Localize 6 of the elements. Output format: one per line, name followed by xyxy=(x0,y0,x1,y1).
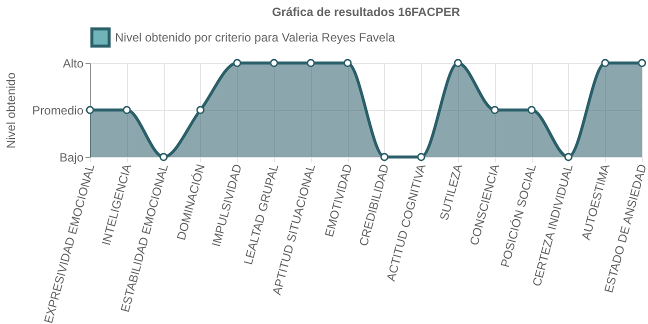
y-axis-title: Nivel obtenido xyxy=(4,72,18,149)
category-label: Promedio xyxy=(32,104,84,118)
chart-title: Gráfica de resultados 16FACPER xyxy=(272,5,460,19)
category-label: Alto xyxy=(62,56,84,70)
legend-label: Nivel obtenido por criterio para Valeria Reyes Favela xyxy=(115,30,396,44)
category-label: Bajo xyxy=(59,150,84,164)
